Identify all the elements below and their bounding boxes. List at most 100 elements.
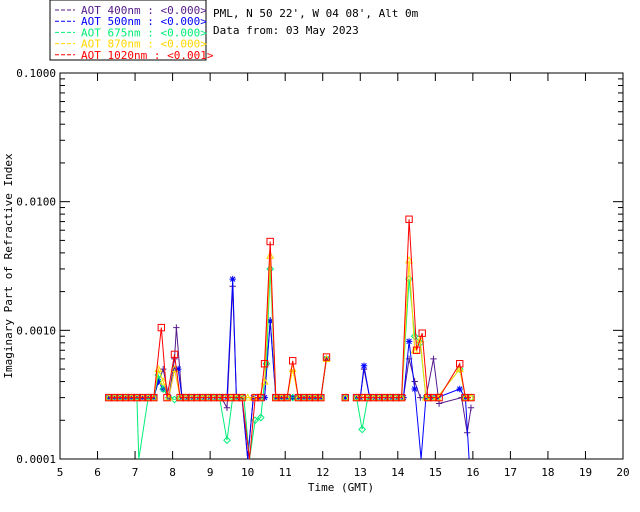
data-point (412, 346, 421, 354)
data-point (397, 393, 406, 402)
data-point (294, 393, 303, 402)
y-tick-label: 0.0010 (16, 324, 56, 337)
data-point (461, 393, 470, 402)
legend-entry: AOT 870nm : <0.000> (81, 38, 207, 51)
x-tick-label: 18 (541, 466, 554, 479)
data-point (210, 393, 218, 402)
data-point (305, 393, 314, 402)
data-point (229, 275, 236, 283)
data-point (173, 324, 180, 331)
data-point (322, 354, 331, 362)
data-point (138, 393, 147, 402)
data-point (261, 394, 268, 401)
legend-entry: AOT 675nm : <0.000> (81, 26, 207, 39)
y-tick-label: 0.0100 (16, 196, 56, 209)
data-point (204, 393, 212, 402)
data-point (411, 385, 418, 393)
series-1 (105, 275, 470, 459)
data-point (187, 393, 196, 402)
axis-ticks: 5 6 7 8 9 10 11 12 13 14 15 16 17 18 19 20 0.0001 0.0010 0… (16, 67, 629, 479)
x-tick-label: 17 (504, 466, 517, 479)
plot-frame (59, 72, 624, 460)
data-point (160, 365, 167, 373)
x-tick-label: 12 (316, 466, 329, 479)
data-point (157, 323, 166, 332)
data-point (424, 393, 432, 402)
data-point (257, 393, 265, 402)
data-point (405, 338, 413, 345)
data-point (221, 393, 229, 402)
data-point (150, 393, 158, 402)
data-point (435, 393, 443, 402)
data-point (360, 362, 368, 370)
data-point (155, 378, 162, 385)
data-point (435, 400, 443, 407)
data-point (322, 353, 331, 361)
data-point (251, 393, 259, 402)
data-point (405, 215, 413, 223)
series-layer (104, 215, 476, 459)
x-tick-label: 10 (241, 466, 254, 479)
data-point (380, 393, 389, 402)
series-line (108, 241, 327, 459)
data-point (105, 393, 113, 402)
data-point (455, 364, 464, 373)
series-line (356, 219, 471, 399)
data-point (144, 393, 152, 402)
data-point (342, 394, 349, 401)
data-point (243, 393, 252, 401)
data-point (352, 393, 361, 402)
y-axis-label: Imaginary Part of Refractive Index (2, 153, 15, 379)
data-point (358, 425, 367, 434)
data-point (456, 360, 464, 368)
data-point (116, 393, 124, 402)
data-point (215, 393, 224, 402)
data-point (266, 251, 275, 259)
data-point (159, 377, 168, 385)
data-point (429, 393, 438, 402)
x-tick-label: 14 (391, 466, 405, 479)
x-tick-label: 9 (207, 466, 214, 479)
legend-entry: AOT 500nm : <0.000> (81, 15, 207, 28)
data-point (416, 335, 425, 343)
x-tick-label: 6 (94, 466, 101, 479)
data-point (266, 265, 275, 273)
y-tick-label: 0.1000 (16, 67, 56, 80)
data-point (358, 393, 366, 402)
data-point (386, 393, 394, 402)
x-tick-label: 15 (429, 466, 442, 479)
data-point (341, 393, 350, 401)
x-tick-label: 5 (57, 466, 64, 479)
x-tick-label: 19 (579, 466, 592, 479)
data-point (364, 393, 372, 402)
data-point (411, 378, 418, 385)
x-tick-label: 20 (616, 466, 629, 479)
date-info: Data from: 03 May 2023 (213, 24, 359, 37)
legend: AOT 400nm : <0.000>AOT 500nm : <0.000>AO… (49, 0, 214, 62)
data-point (223, 404, 231, 411)
data-point (227, 393, 235, 402)
data-point (467, 393, 475, 402)
data-point (392, 393, 400, 402)
data-point (430, 355, 437, 363)
site-info: PML, N 50 22', W 04 08', Alt 0m (213, 7, 419, 20)
legend-entry: AOT 400nm : <0.000> (81, 4, 207, 17)
data-point (176, 393, 184, 402)
x-tick-label: 7 (132, 466, 139, 479)
data-point (170, 350, 179, 359)
data-point (121, 393, 130, 402)
data-point (266, 237, 274, 246)
data-point (467, 404, 475, 411)
series-4 (105, 215, 475, 459)
x-tick-label: 11 (279, 466, 292, 479)
legend-entry: AOT 1020nm : <0.001> (81, 49, 214, 62)
series-line (108, 255, 327, 400)
data-point (198, 393, 207, 402)
data-point (238, 393, 246, 402)
data-point (256, 413, 265, 422)
data-point (175, 365, 182, 373)
data-point (110, 393, 119, 402)
data-point (418, 329, 426, 337)
data-point (410, 332, 419, 341)
